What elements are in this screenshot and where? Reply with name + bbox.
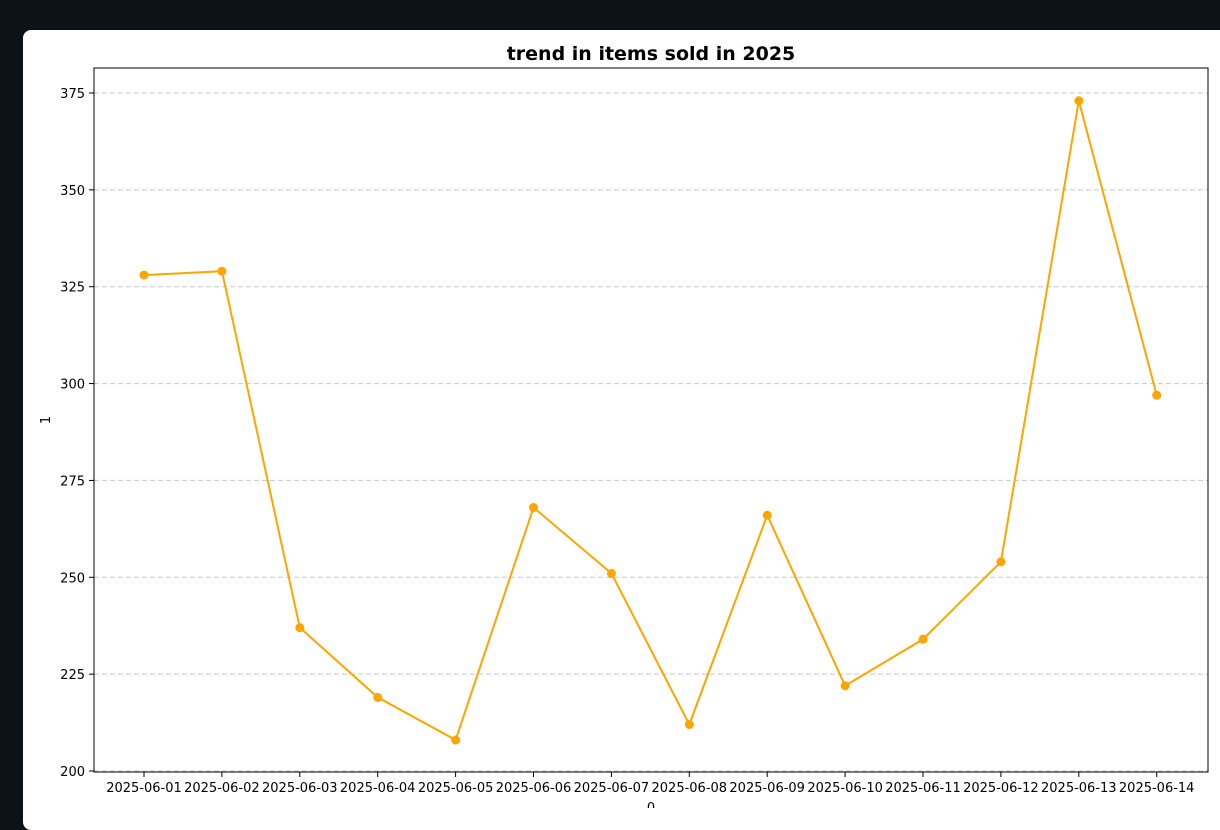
x-tick-label: 2025-06-11	[885, 781, 961, 796]
data-point	[1152, 390, 1162, 400]
plot-area	[93, 67, 1209, 773]
data-point	[606, 568, 616, 578]
series-line	[143, 100, 1158, 742]
y-tick-label: 200	[60, 765, 85, 780]
y-tick-label: 375	[60, 87, 85, 102]
x-tick-label: 2025-06-01	[106, 781, 182, 796]
data-point	[684, 720, 694, 730]
data-point	[1074, 96, 1084, 106]
y-tick-label: 225	[60, 668, 85, 683]
y-axis-label: 1	[39, 416, 54, 424]
x-tick-label: 2025-06-12	[963, 781, 1039, 796]
data-point	[762, 510, 772, 520]
x-axis-label: 0	[647, 801, 655, 808]
data-point	[529, 503, 538, 513]
x-tick-label: 2025-06-04	[340, 781, 416, 796]
y-tick-label: 250	[60, 571, 85, 586]
x-tick-label: 2025-06-02	[184, 781, 260, 796]
data-point	[373, 692, 383, 702]
data-points	[139, 96, 1162, 745]
grid-lines	[94, 92, 1208, 772]
chart-card	[23, 30, 1220, 830]
y-tick-label: 350	[60, 184, 85, 199]
y-axis: 200 225 250 275 300 325 350 375	[60, 87, 94, 780]
data-point	[996, 557, 1006, 567]
x-tick-label: 2025-06-07	[574, 781, 650, 796]
line-chart: trend in items sold in 2025 200 225 250 275…	[39, 43, 1209, 808]
x-axis: 2025-06-01 2025-06-02 2025-06-03 2025-06-04…	[106, 772, 1194, 796]
x-tick-label: 2025-06-03	[262, 781, 338, 796]
x-tick-label: 2025-06-08	[652, 781, 728, 796]
y-tick-label: 300	[60, 378, 85, 393]
x-tick-label: 2025-06-14	[1119, 781, 1195, 796]
data-point	[451, 735, 461, 745]
data-point	[139, 270, 149, 280]
x-tick-label: 2025-06-13	[1041, 781, 1117, 796]
data-point	[918, 634, 928, 644]
x-tick-label: 2025-06-05	[418, 781, 494, 796]
x-tick-label: 2025-06-06	[496, 781, 572, 796]
x-tick-label: 2025-06-10	[807, 781, 883, 796]
x-tick-label: 2025-06-09	[729, 781, 805, 796]
data-point	[840, 681, 850, 691]
chart-title: trend in items sold in 2025	[507, 43, 796, 65]
data-point	[295, 623, 305, 633]
data-point	[217, 266, 227, 276]
y-tick-label: 275	[60, 474, 85, 489]
y-tick-label: 325	[60, 281, 85, 296]
